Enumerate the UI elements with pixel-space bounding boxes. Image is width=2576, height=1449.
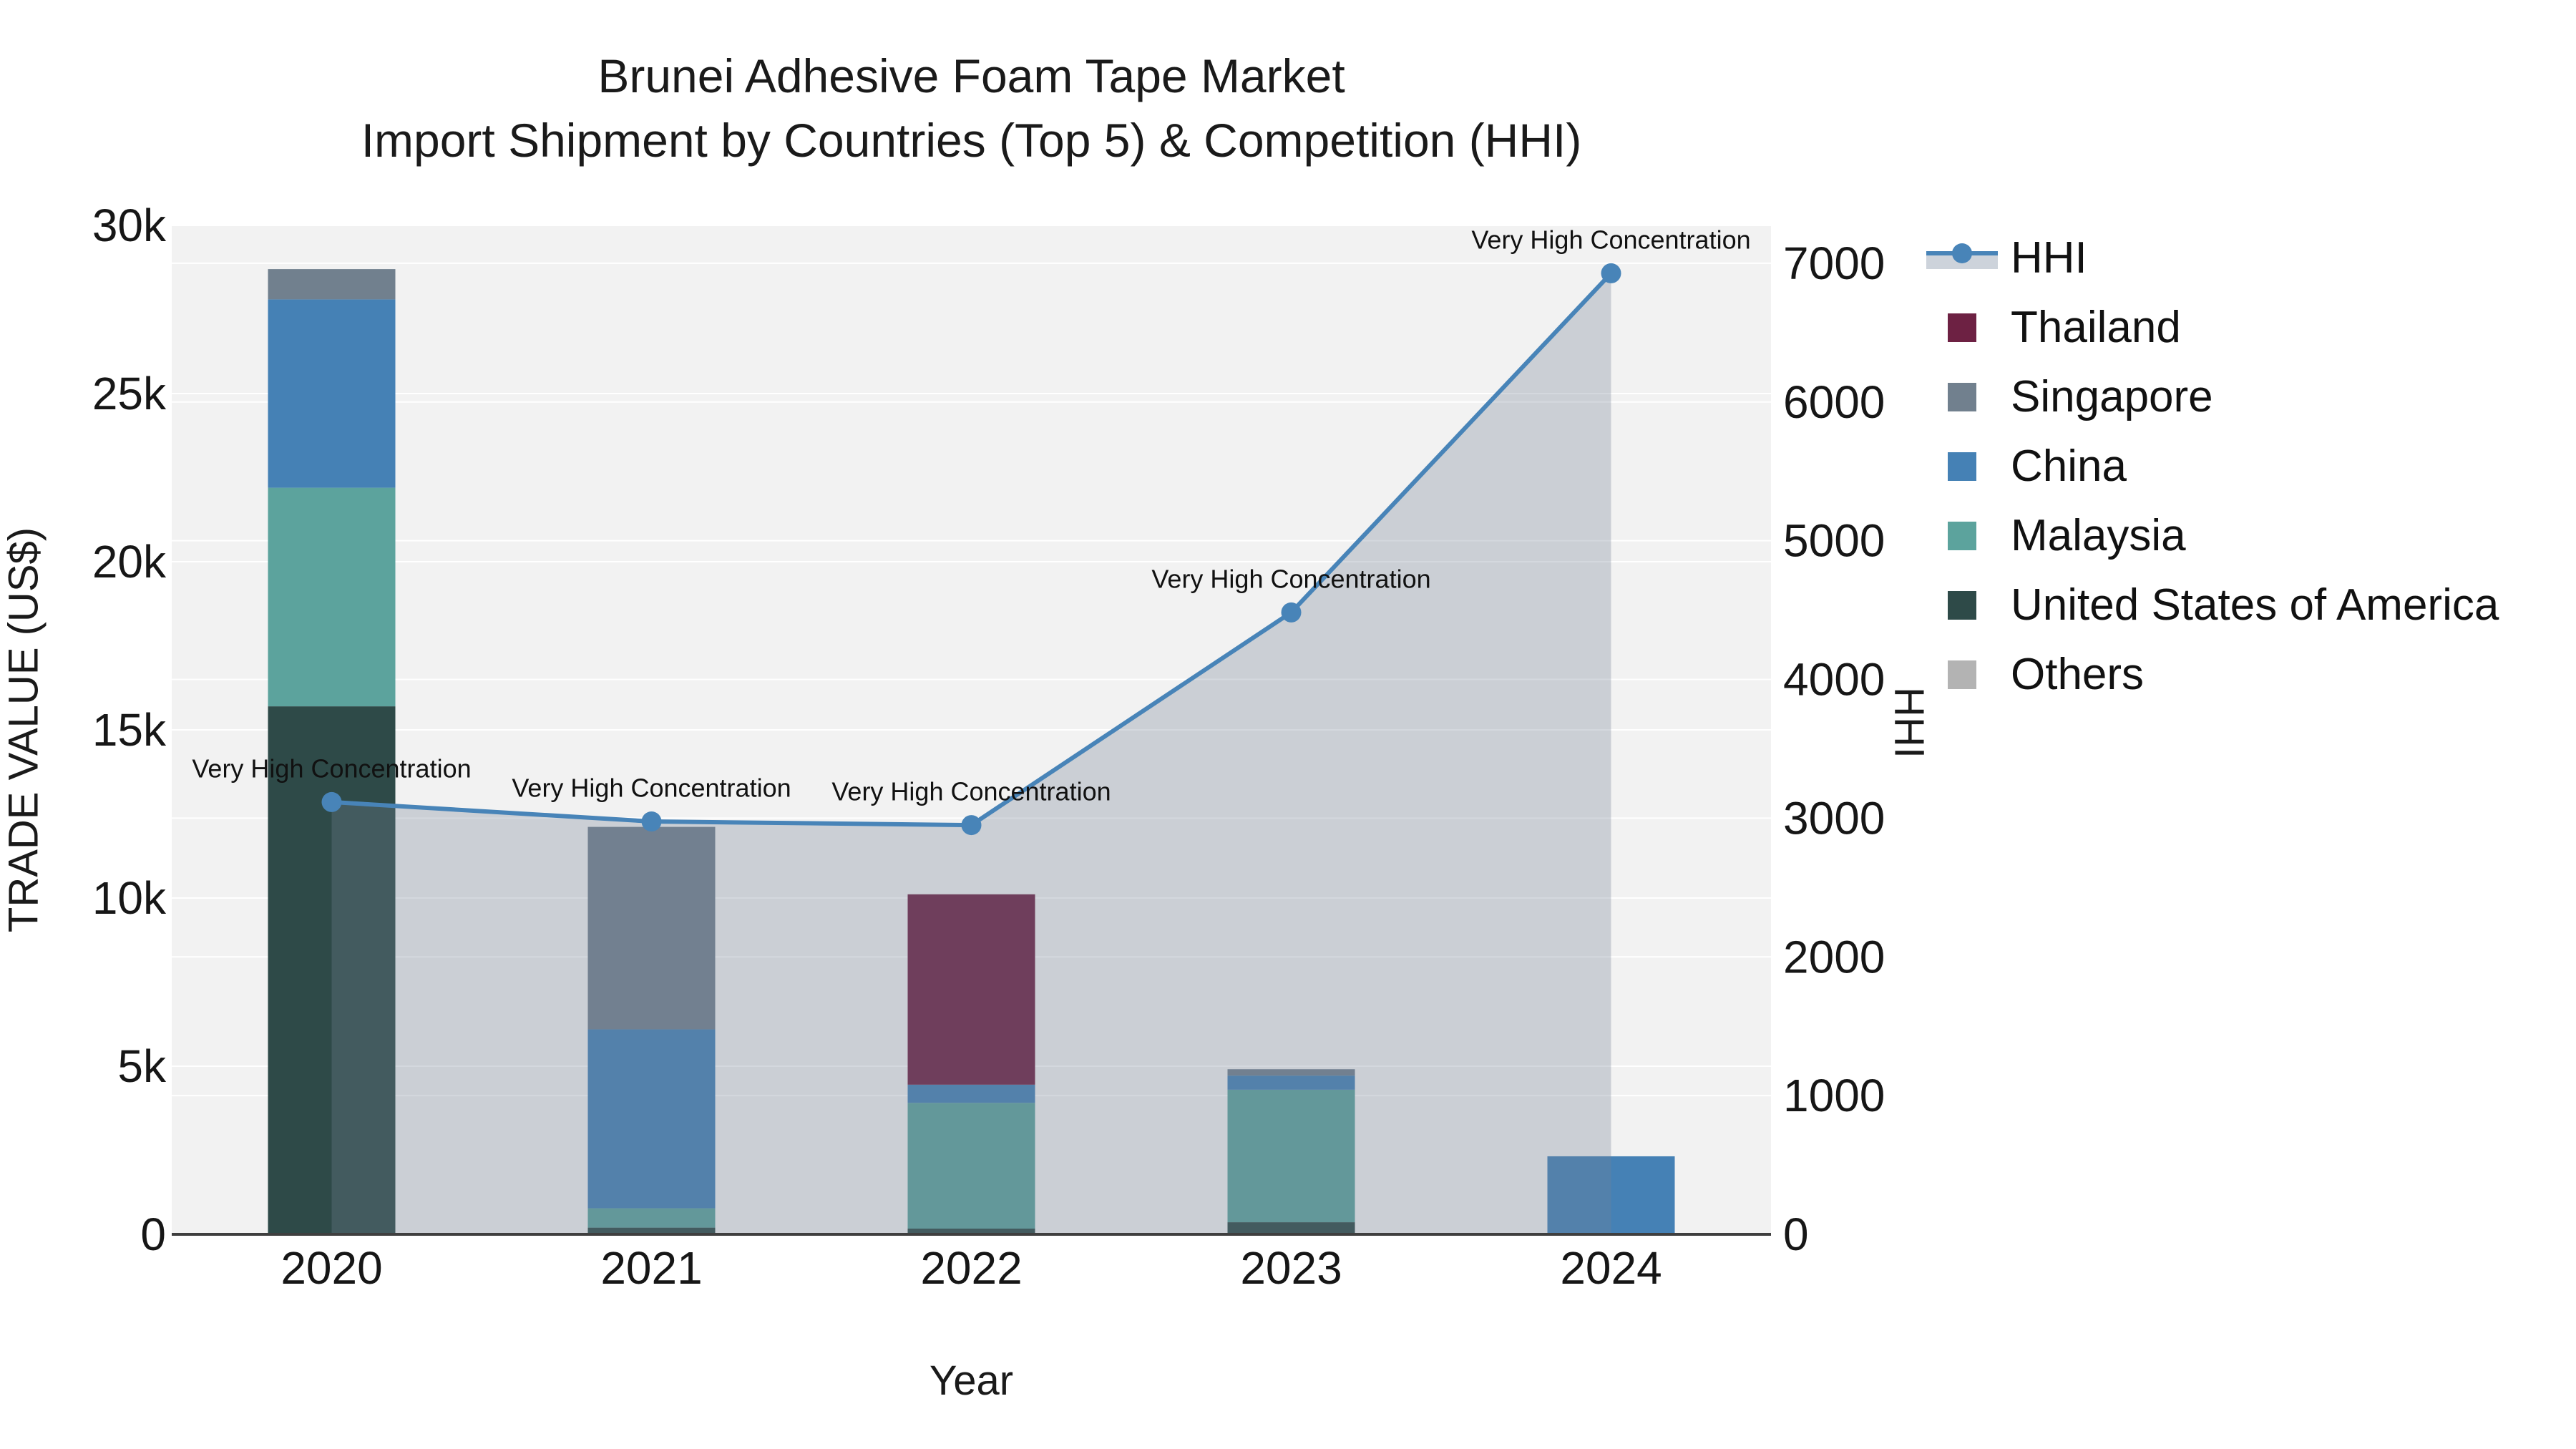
annotation-2020: Very High Concentration bbox=[192, 753, 471, 783]
legend-swatch-icon bbox=[1926, 521, 1998, 550]
annotation-2024: Very High Concentration bbox=[1471, 225, 1750, 254]
bar-2020-singapore bbox=[268, 269, 396, 300]
bar-2021-china bbox=[587, 1029, 716, 1209]
legend-item-malaysia[interactable]: Malaysia bbox=[1926, 501, 2499, 570]
y-left-tick-25k: 25k bbox=[92, 368, 167, 419]
annotation-2022: Very High Concentration bbox=[831, 777, 1111, 806]
y-left-tick-5k: 5k bbox=[117, 1040, 167, 1092]
y-left-tick-10k: 10k bbox=[92, 872, 167, 924]
y-right-tick-6000: 6000 bbox=[1783, 376, 1885, 428]
bar-2024-china bbox=[1547, 1156, 1675, 1234]
legend-item-thailand[interactable]: Thailand bbox=[1926, 293, 2499, 362]
legend-swatch-icon bbox=[1926, 382, 1998, 411]
annotation-2021: Very High Concentration bbox=[512, 774, 791, 803]
bar-2021-malaysia bbox=[587, 1208, 716, 1228]
y-left-tick-30k: 30k bbox=[92, 200, 167, 251]
legend-label: Malaysia bbox=[2011, 511, 2186, 560]
hhi-area-fill bbox=[331, 273, 1611, 1234]
legend-item-singapore[interactable]: Singapore bbox=[1926, 362, 2499, 431]
legend-label: HHI bbox=[2011, 233, 2087, 283]
legend-label: United States of America bbox=[2011, 580, 2499, 630]
x-tick-2021: 2021 bbox=[600, 1242, 702, 1294]
hhi-marker-2021 bbox=[641, 811, 662, 832]
bar-2023-malaysia bbox=[1227, 1089, 1355, 1223]
y-left-axis-title: TRADE VALUE (US$) bbox=[0, 527, 47, 933]
legend-swatch-icon bbox=[1926, 660, 1998, 689]
bar-2022-thailand bbox=[907, 894, 1035, 1085]
bar-2022-united-states-of-america bbox=[907, 1229, 1035, 1234]
bar-2022-china bbox=[907, 1084, 1035, 1103]
bar-2020-china bbox=[268, 299, 396, 488]
legend-item-hhi[interactable]: HHI bbox=[1926, 223, 2499, 293]
chart-title: Brunei Adhesive Foam Tape Market bbox=[597, 49, 1345, 102]
legend-swatch-icon bbox=[1926, 313, 1998, 342]
chart-subtitle: Import Shipment by Countries (Top 5) & C… bbox=[361, 114, 1582, 167]
y-right-tick-1000: 1000 bbox=[1783, 1070, 1885, 1121]
bar-2021-united-states-of-america bbox=[587, 1227, 716, 1234]
y-right-tick-2000: 2000 bbox=[1783, 931, 1885, 982]
y-right-tick-5000: 5000 bbox=[1783, 515, 1885, 567]
hhi-marker-2024 bbox=[1601, 263, 1621, 283]
x-axis-title: Year bbox=[929, 1357, 1014, 1404]
annotation-2023: Very High Concentration bbox=[1151, 564, 1430, 593]
x-tick-2024: 2024 bbox=[1560, 1242, 1662, 1294]
hhi-line-legend-icon bbox=[1926, 243, 1998, 271]
bar-2021-singapore bbox=[587, 826, 716, 1030]
legend-swatch-icon bbox=[1926, 452, 1998, 481]
y-right-tick-7000: 7000 bbox=[1783, 238, 1885, 289]
bar-2020-malaysia bbox=[268, 487, 396, 707]
hhi-marker-2022 bbox=[961, 815, 982, 836]
x-tick-2020: 2020 bbox=[280, 1242, 382, 1294]
x-tick-2023: 2023 bbox=[1240, 1242, 1342, 1294]
bar-2023-singapore bbox=[1227, 1069, 1355, 1076]
bar-2023-united-states-of-america bbox=[1227, 1222, 1355, 1234]
y-right-tick-0: 0 bbox=[1783, 1209, 1809, 1260]
legend-swatch-icon bbox=[1926, 590, 1998, 620]
legend-item-others[interactable]: Others bbox=[1926, 640, 2499, 709]
y-left-tick-20k: 20k bbox=[92, 536, 167, 587]
y-left-tick-15k: 15k bbox=[92, 704, 167, 756]
legend-item-united-states-of-america[interactable]: United States of America bbox=[1926, 570, 2499, 640]
x-tick-2022: 2022 bbox=[920, 1242, 1022, 1294]
legend-label: Thailand bbox=[2011, 303, 2181, 352]
hhi-marker-2023 bbox=[1281, 602, 1302, 623]
legend-label: China bbox=[2011, 441, 2127, 491]
hhi-marker-2020 bbox=[321, 791, 342, 812]
y-right-tick-4000: 4000 bbox=[1783, 654, 1885, 706]
y-left-tick-0: 0 bbox=[140, 1209, 166, 1260]
bar-2023-china bbox=[1227, 1075, 1355, 1090]
y-right-tick-3000: 3000 bbox=[1783, 792, 1885, 844]
legend-item-china[interactable]: China bbox=[1926, 431, 2499, 501]
legend-label: Others bbox=[2011, 650, 2145, 699]
bar-2022-malaysia bbox=[907, 1103, 1035, 1229]
legend-label: Singapore bbox=[2011, 372, 2213, 421]
legend: HHI Thailand Singapore China Malaysia United … bbox=[1926, 223, 2499, 709]
